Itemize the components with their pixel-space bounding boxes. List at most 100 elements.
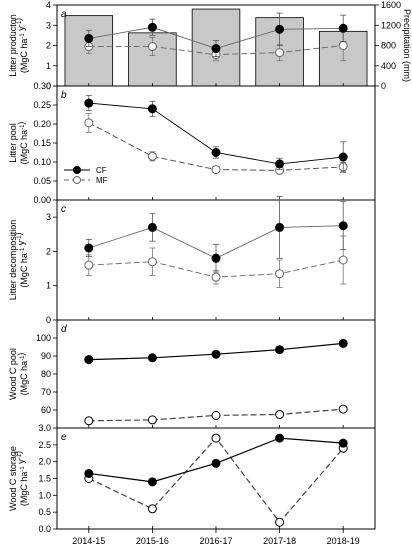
y-tick-label: 80 [41,369,51,379]
y-axis-label: Wood C pool (MgC ha-1) [8,348,29,400]
data-point-CF [84,98,94,108]
legend-marker-CF [73,166,81,174]
panel-label: e [61,432,67,443]
y-tick-label: 1 [46,281,51,291]
svg-text:Litter producton: Litter producton [8,14,18,77]
data-point-CF [211,44,221,54]
data-point-MF [84,260,94,270]
y-axis-label: Wood C storage (MgC ha-1 y-1) [8,446,29,511]
panel-label: b [61,90,67,101]
panel-c: 0 1 2 3 Litter decomposition (MgC ha-1 y-1) c [8,196,376,325]
data-point-MF [211,165,221,175]
svg-text:Wood C pool: Wood C pool [8,348,18,400]
plot-frame [56,427,376,530]
data-point-CF [84,243,94,253]
data-point-CF [275,222,285,232]
data-point-MF [275,410,285,419]
y-tick-label: 3 [46,20,51,30]
panel-b: 0.00 0.05 0.10 0.15 0.20 0.25 0.30 Litter pool(… [8,81,376,205]
data-point-CF [211,253,221,263]
panel-d: 60 70 80 90 100 Wood C pool (MgC ha-1) d [8,319,376,429]
data-point-CF [211,458,221,468]
data-point-MF [84,118,94,128]
data-point-CF [338,338,348,348]
data-point-MF [147,257,157,267]
svg-text:(MgC ha-1 y-1): (MgC ha-1 y-1) [13,451,29,506]
x-tick-label: 2014-15 [72,536,105,546]
y-tick-label: 4 [46,0,51,10]
svg-text:(MgC ha-1 y-1): (MgC ha-1 y-1) [13,232,29,287]
x-tick-label: 2016-17 [199,536,232,546]
svg-text:(MgC ha-1): (MgC ha-1) [16,122,29,165]
y-tick-label: 1 [46,61,51,71]
x-tick-label: 2018-19 [327,536,360,546]
y-tick-label: 0.25 [33,100,51,110]
data-point-CF [275,345,285,355]
svg-text:(MgC ha-1): (MgC ha-1) [16,353,29,396]
y-tick-label: 0 [46,81,51,91]
data-point-MF [338,255,348,265]
y2-tick-label: 0 [381,81,386,91]
y2-tick-label: 1200 [381,20,401,30]
y-tick-label: 1.0 [38,490,51,500]
y2-axis-label: Precipitation (mm) [402,9,412,82]
data-point-CF [147,477,157,487]
svg-text:Wood C storage: Wood C storage [8,446,18,511]
y-tick-label: 2.0 [38,457,51,467]
y-tick-label: 0.5 [38,507,51,517]
data-point-CF [147,104,157,114]
data-point-MF [211,433,221,443]
data-point-CF [147,22,157,32]
y-tick-label: 3 [46,212,51,222]
y2-tick-label: 1600 [381,0,401,10]
legend-label-MF: MF [96,176,108,185]
x-tick-label: 2015-16 [136,536,169,546]
y-axis-label: Litter decomposition (MgC ha-1 y-1) [8,220,29,301]
y-axis-label: Litter producton (MgC ha-1 y-1) [8,14,29,77]
svg-text:Litter decomposition: Litter decomposition [8,220,18,301]
y-tick-label: 1.5 [38,474,51,484]
data-point-MF [147,151,157,161]
data-point-CF [275,24,285,34]
data-point-MF [147,504,157,514]
data-point-MF [275,48,285,58]
svg-text:Litter pool: Litter pool [8,123,18,163]
svg-text:(MgC ha-1 y-1): (MgC ha-1 y-1) [13,18,29,73]
data-point-MF [84,416,94,426]
data-point-MF [147,415,157,425]
y-tick-label: 0.0 [38,524,51,534]
y-tick-label: 0 [46,315,51,325]
y-tick-label: 60 [41,405,51,415]
y-tick-label: 2.5 [38,440,51,450]
y-tick-label: 2 [46,246,51,256]
y-tick-label: 0.20 [33,119,51,129]
y-tick-label: 0.05 [33,176,51,186]
data-point-MF [338,41,348,50]
y-tick-label: 0.15 [33,138,51,148]
data-point-CF [211,349,221,359]
y-tick-label: 0.30 [33,81,51,91]
data-point-CF [275,159,285,169]
data-point-CF [338,23,348,33]
data-point-MF [275,269,285,279]
y-tick-label: 3.0 [38,423,51,433]
data-point-CF [84,355,94,365]
y-tick-label: 90 [41,351,51,361]
data-point-CF [84,33,94,43]
data-point-MF [275,517,285,527]
data-point-CF [84,468,94,478]
legend-marker-MF [73,176,81,184]
data-point-CF [211,148,221,157]
series-line-MF [88,437,344,524]
x-tick-label: 2017-18 [263,536,296,546]
data-point-CF [338,221,348,231]
data-point-CF [147,353,157,363]
legend-label-CF: CF [96,166,107,175]
y-tick-label: 70 [41,387,51,397]
data-point-MF [338,404,348,414]
panel-label: d [61,324,67,335]
data-point-MF [147,42,157,52]
